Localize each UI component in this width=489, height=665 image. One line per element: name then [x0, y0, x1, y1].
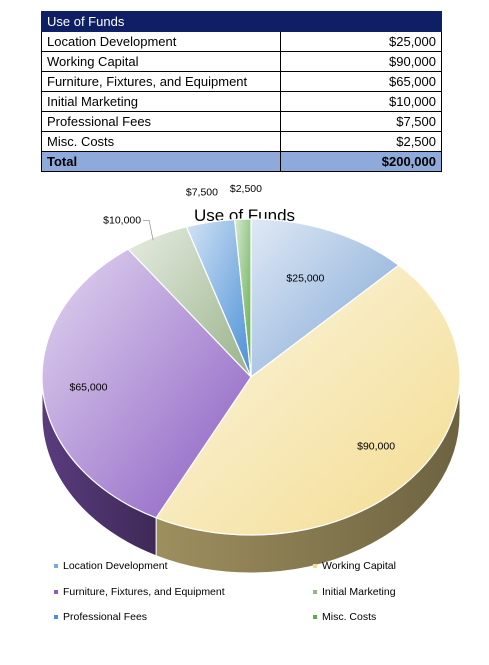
legend-item: Professional Fees: [54, 611, 147, 623]
legend-swatch: [54, 564, 58, 568]
total-amount: $200,000: [280, 151, 442, 172]
legend-item: Location Development: [54, 560, 167, 572]
row-label: Furniture, Fixtures, and Equipment: [41, 71, 281, 92]
table-header: Use of Funds: [41, 11, 442, 32]
pie-slice-0: [250, 218, 400, 379]
legend-label: Professional Fees: [63, 611, 148, 623]
row-label: Initial Marketing: [41, 91, 281, 112]
legend-label: Furniture, Fixtures, and Equipment: [63, 586, 225, 598]
pie-slice-1: [155, 264, 461, 536]
legend-swatch: [313, 564, 317, 568]
table-row: Misc. Costs $2,500: [41, 131, 442, 152]
legend-swatch: [313, 615, 317, 619]
data-label-1: $90,000: [357, 441, 395, 453]
legend-label: Misc. Costs: [322, 611, 377, 623]
legend-swatch: [54, 615, 58, 619]
leader-line: [143, 220, 154, 241]
use-of-funds-table: Use of Funds Location Development $25,000…: [41, 11, 442, 172]
legend-label: Working Capital: [322, 560, 396, 572]
table-header-row: Use of Funds: [41, 11, 442, 32]
legend-item: Working Capital: [313, 560, 396, 572]
legend-label: Initial Marketing: [322, 586, 396, 598]
pie-slice-2: [41, 248, 252, 519]
data-label-3: $10,000: [103, 214, 141, 226]
row-label: Location Development: [41, 31, 281, 52]
table-row: Initial Marketing $10,000: [41, 91, 442, 112]
data-label-2: $65,000: [69, 382, 107, 394]
data-label-5: $2,500: [230, 183, 262, 195]
data-label-0: $25,000: [286, 273, 324, 285]
legend-label: Location Development: [63, 560, 168, 572]
data-label-4: $7,500: [186, 186, 218, 198]
table-row: Location Development $25,000: [41, 31, 442, 52]
legend-item: Furniture, Fixtures, and Equipment: [54, 586, 225, 598]
legend-swatch: [313, 590, 317, 594]
table-total-row: Total $200,000: [41, 151, 442, 172]
legend-item: Misc. Costs: [313, 611, 376, 623]
pie-slice-5: [233, 218, 252, 378]
total-label: Total: [41, 151, 281, 172]
legend-item: Initial Marketing: [313, 586, 396, 598]
legend-swatch: [54, 590, 58, 594]
